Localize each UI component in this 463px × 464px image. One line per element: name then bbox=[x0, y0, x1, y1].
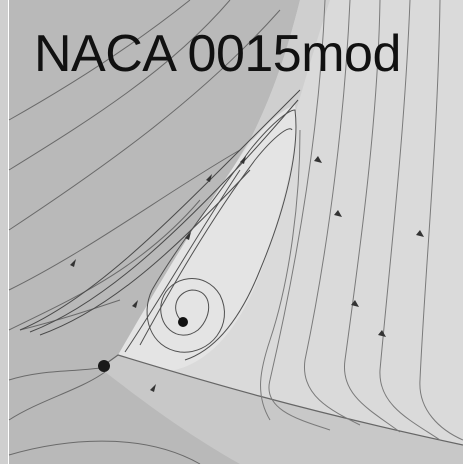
separation-point bbox=[98, 360, 110, 372]
shear-layer-streamlines bbox=[19, 89, 301, 336]
left-border-strip bbox=[0, 0, 9, 464]
streamline-arrows bbox=[70, 156, 424, 392]
outer-streamlines bbox=[8, 0, 281, 464]
vortex-streamlines bbox=[124, 109, 297, 361]
right-region-streamlines bbox=[260, 0, 463, 441]
upper-light-band bbox=[250, 0, 330, 140]
figure-label: NACA 0015mod bbox=[34, 25, 401, 83]
vortex-core bbox=[178, 317, 188, 327]
